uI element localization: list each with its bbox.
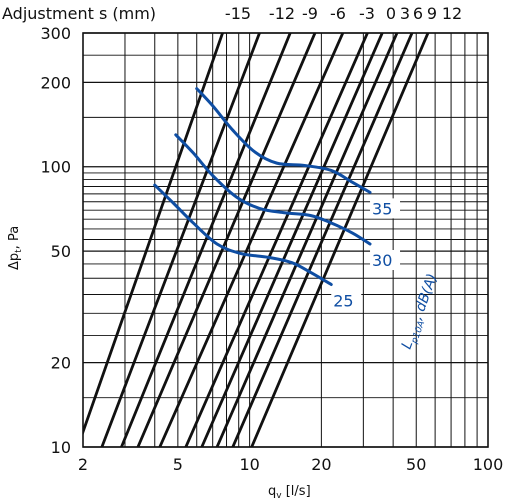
adjustment-label: -9 (302, 4, 318, 23)
x-tick-label: 20 (311, 455, 331, 474)
plot-frame (82, 32, 489, 448)
adjustment-line-9 (231, 33, 414, 447)
curve-label-bg (370, 198, 401, 219)
x-axis-label: qv [l/s] (268, 484, 311, 501)
curve-family-label: Lp10A, dB(A) (399, 272, 444, 353)
adjustment-label: 12 (442, 4, 462, 23)
x-tick-label: 50 (406, 455, 426, 474)
y-tick-label: 20 (51, 354, 71, 373)
curve-25 (153, 183, 333, 287)
adjustment-line--9 (119, 33, 292, 447)
curve-label-bg (331, 290, 362, 311)
adjustment-label: -15 (225, 4, 251, 23)
x-tick-label: 2 (78, 455, 88, 474)
y-tick-label: 100 (40, 158, 71, 177)
adjustment-label: -3 (359, 4, 375, 23)
adjustment-label: -6 (330, 4, 346, 23)
curve-label-25: 25 (333, 292, 353, 311)
y-tick-label: 200 (40, 73, 71, 92)
curve-labels: 35 30 25 (331, 198, 401, 311)
x-tick-label: 10 (239, 455, 259, 474)
curve-30 (174, 133, 372, 246)
adjustment-line-6 (215, 33, 399, 447)
sound-level-curves (153, 87, 372, 287)
adjustment-label: -12 (269, 4, 295, 23)
adjustment-lines (83, 33, 430, 447)
adjustment-line-0 (184, 33, 369, 447)
y-tick-label: 50 (51, 242, 71, 261)
y-tick-label: 10 (51, 438, 71, 457)
adjustment-label: 6 (413, 4, 423, 23)
adjustment-label: 9 (427, 4, 437, 23)
adjustment-line--12 (100, 33, 261, 447)
x-tick-label: 100 (473, 455, 504, 474)
y-axis-label: Δpt, Pa (7, 226, 24, 270)
adjustment-title: Adjustment s (mm) (2, 4, 156, 23)
adjustment-line--3 (158, 33, 345, 447)
adjustment-line-3 (200, 33, 384, 447)
y-tick-label: 300 (40, 24, 71, 43)
curve-label-30: 30 (372, 251, 392, 270)
curve-label-bg (370, 250, 401, 271)
adjustment-label: 3 (400, 4, 410, 23)
curve-35 (195, 87, 372, 194)
adjustment-line--6 (136, 33, 317, 447)
adjustment-line--15 (83, 33, 225, 437)
x-tick-label: 5 (173, 455, 183, 474)
grid (82, 32, 489, 448)
adjustment-line-12 (250, 33, 430, 447)
curve-label-35: 35 (372, 199, 392, 218)
axis-ticks: -15 -12 -9 -6 -3 0 3 6 9 122 5 10 20 50 10010205010020… (40, 4, 503, 474)
adjustment-label: 0 (386, 4, 396, 23)
